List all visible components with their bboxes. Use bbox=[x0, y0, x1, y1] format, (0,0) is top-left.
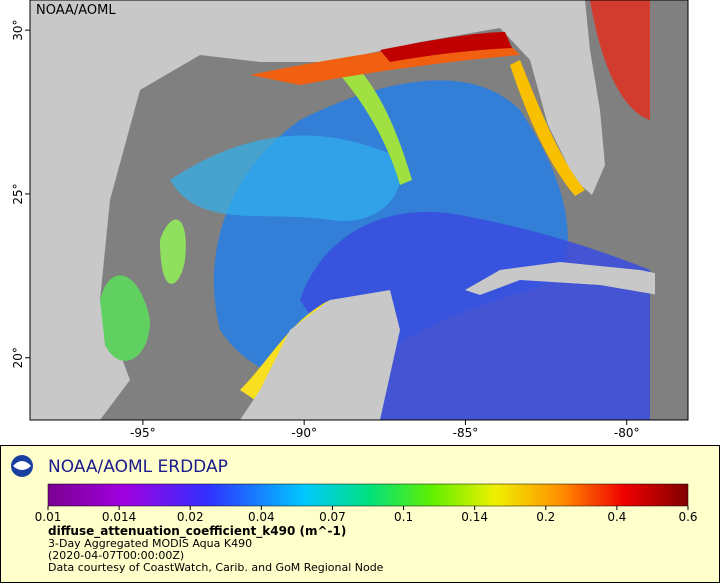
colorbar-ticks: 0.01 0.014 0.02 0.04 0.07 0.1 0.14 0.2 0.4 0.6 bbox=[35, 506, 698, 524]
axes: -95° -90° -85° -80° 20° 25° 30° bbox=[11, 19, 640, 440]
colorbar-tick-label: 0.04 bbox=[248, 510, 275, 524]
watermark: NOAA/AOML bbox=[36, 3, 116, 18]
river-plume bbox=[340, 70, 412, 185]
no-data-strip bbox=[655, 0, 688, 420]
west-shelf bbox=[160, 219, 186, 284]
colorbar-tick-label: 0.014 bbox=[102, 510, 136, 524]
legend-panel bbox=[0, 445, 720, 583]
x-tick-label: -95° bbox=[130, 426, 156, 440]
colorbar-tick-label: 0.4 bbox=[607, 510, 626, 524]
y-tick-label: 20° bbox=[11, 347, 25, 368]
map-image: NOAA/AOML bbox=[30, 0, 688, 420]
atlantic-coast bbox=[590, 0, 650, 120]
noaa-logo-bird bbox=[13, 461, 31, 470]
variable-name: diffuse_attenuation_coefficient_k490 (m^… bbox=[48, 524, 346, 539]
colorbar-tick-label: 0.01 bbox=[35, 510, 62, 524]
y-tick-label: 30° bbox=[11, 19, 25, 40]
yucatan-land bbox=[240, 290, 400, 420]
x-tick-label: -90° bbox=[291, 426, 317, 440]
x-tick-label: -85° bbox=[453, 426, 479, 440]
legend-line: Data courtesy of CoastWatch, Carib. and … bbox=[48, 561, 384, 574]
colorbar-tick-label: 0.14 bbox=[461, 510, 488, 524]
colorbar-tick-label: 0.07 bbox=[319, 510, 346, 524]
legend-line: (2020-04-07T00:00:00Z) bbox=[48, 549, 184, 562]
colorbar-tick-label: 0.02 bbox=[177, 510, 204, 524]
colorbar bbox=[47, 483, 689, 507]
shelf-water bbox=[170, 135, 401, 221]
colorbar-tick-label: 0.2 bbox=[536, 510, 555, 524]
campeche-shelf bbox=[100, 275, 150, 361]
x-tick-label: -80° bbox=[614, 426, 640, 440]
y-tick-label: 25° bbox=[11, 183, 25, 204]
colorbar-tick-label: 0.1 bbox=[394, 510, 413, 524]
legend-title: NOAA/AOML ERDDAP bbox=[48, 457, 228, 477]
colorbar-tick-label: 0.6 bbox=[678, 510, 697, 524]
florida-shelf bbox=[510, 60, 585, 196]
coastal-high bbox=[380, 32, 512, 62]
cuba-land bbox=[465, 262, 688, 300]
legend-line: 3-Day Aggregated MODIS Aqua K490 bbox=[48, 537, 252, 550]
map-frame bbox=[29, 0, 689, 421]
